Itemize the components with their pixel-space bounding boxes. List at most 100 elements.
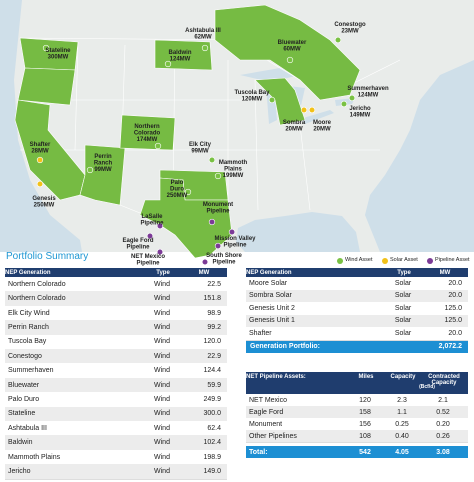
- legend-label: Wind Asset: [345, 257, 373, 263]
- table-cell: Wind: [154, 295, 170, 303]
- total-cell: 542: [359, 448, 371, 456]
- map-label: Pipeline: [212, 260, 236, 266]
- asset-marker: [268, 96, 276, 104]
- table-cell: 98.9: [207, 309, 221, 317]
- table-cell: 0.26: [436, 432, 450, 440]
- table-cell: 149.0: [203, 467, 221, 475]
- legend-label: Pipeline Asset: [435, 257, 470, 263]
- table-cell: 151.8: [203, 295, 221, 303]
- table-cell: 20.0: [448, 292, 462, 300]
- map-label: Duro: [170, 187, 184, 193]
- map-label: Palo: [171, 180, 184, 186]
- table-cell: Monument: [249, 420, 283, 428]
- total-cell: 4.05: [395, 448, 409, 456]
- table-cell: Bluewater: [8, 381, 40, 389]
- asset-marker: [86, 166, 94, 174]
- table-cell: Conestogo: [8, 352, 42, 360]
- table-cell: 249.9: [203, 395, 221, 403]
- asset-marker: [146, 232, 154, 240]
- asset-marker: [36, 156, 44, 164]
- section-title: Portfolio Summary: [6, 251, 89, 262]
- total-cell: 3.08: [436, 448, 450, 456]
- map-label: Pipeline: [206, 209, 230, 215]
- map-label: 250MW: [167, 193, 188, 199]
- map-label: Shafter: [30, 142, 51, 148]
- asset-marker: [214, 172, 222, 180]
- table-cell: Solar: [394, 329, 412, 337]
- map-label: Colorado: [134, 131, 161, 137]
- table-cell: 0.25: [395, 420, 409, 428]
- table-cell: Moore Solar: [249, 279, 288, 287]
- table-header: NET Pipeline Assets:: [246, 374, 306, 380]
- legend-label: Solar Asset: [390, 257, 418, 263]
- map-label: Stateline: [45, 48, 71, 54]
- table-cell: Sombra Solar: [249, 292, 292, 300]
- table-cell: Wind: [154, 467, 170, 475]
- table-header-bg: [5, 268, 227, 277]
- table-header: Contracted Capacity: [428, 374, 460, 386]
- map-label: Pipeline: [223, 243, 247, 249]
- table-cell: Stateline: [8, 410, 36, 418]
- legend-marker: [427, 258, 433, 264]
- table-cell: Shafter: [249, 329, 272, 337]
- table-cell: 20.0: [448, 279, 462, 287]
- table-cell: Perrin Ranch: [8, 323, 49, 331]
- table-row: [246, 327, 468, 341]
- map-label: Elk City: [189, 142, 212, 148]
- table-header-bg: [246, 372, 468, 394]
- table-cell: Wind: [154, 424, 170, 432]
- wind-regions: [14, 4, 361, 259]
- asset-marker: [156, 248, 164, 256]
- table-cell: 0.40: [395, 432, 409, 440]
- table-header: Miles: [358, 374, 374, 380]
- table-cell: Tuscola Bay: [8, 338, 47, 346]
- table-cell: Wind: [154, 323, 170, 331]
- table-cell: Northern Colorado: [8, 280, 66, 288]
- table-cell: Wind: [154, 338, 170, 346]
- map-label: Northern: [134, 124, 160, 130]
- table-cell: Northern Colorado: [8, 295, 66, 303]
- map-label: Tuscola Bay: [235, 90, 271, 96]
- table-cell: 99.2: [207, 323, 221, 331]
- table-header: NEP Generation: [246, 270, 292, 276]
- asset-marker: [184, 188, 192, 196]
- asset-marker: [348, 94, 356, 102]
- table-cell: 2.3: [397, 396, 407, 404]
- table-cell: Wind: [154, 352, 170, 360]
- table-cell: Ashtabula III: [8, 424, 47, 432]
- table-cell: 1.1: [397, 408, 407, 416]
- map-label: 99MW: [191, 149, 209, 155]
- map-label: 199MW: [223, 173, 244, 179]
- map-label: Mission Valley: [214, 236, 256, 242]
- table-cell: Elk City Wind: [8, 309, 50, 317]
- table-cell: 108: [359, 432, 371, 440]
- table-cell: Wind: [154, 395, 170, 403]
- table-cell: 124.4: [203, 367, 221, 375]
- table-cell: Mammoth Plains: [8, 453, 61, 461]
- legend-marker: [337, 258, 343, 264]
- table-cell: Jericho: [8, 467, 31, 475]
- table-header: MW: [439, 270, 451, 276]
- table-header: NEP Generation: [5, 270, 51, 276]
- table-cell: 300.0: [203, 410, 221, 418]
- asset-marker: [208, 156, 216, 164]
- asset-marker: [164, 60, 172, 68]
- table-cell: Solar: [394, 304, 412, 312]
- table-cell: Baldwin: [8, 439, 33, 447]
- map-label: LaSalle: [141, 214, 163, 220]
- table-cell: 0.20: [436, 420, 450, 428]
- map-label: 174MW: [137, 137, 158, 143]
- table-cell: Wind: [154, 367, 170, 375]
- map-label: Monument: [203, 202, 233, 208]
- table-cell: Summerhaven: [8, 367, 54, 375]
- map-label: Pipeline: [126, 245, 150, 251]
- asset-marker: [300, 106, 308, 114]
- table-header: Type: [397, 270, 411, 276]
- map-label: 250MW: [34, 203, 55, 209]
- table-cell: Palo Duro: [8, 395, 40, 403]
- map-label: 23MW: [341, 29, 359, 35]
- map-label: Genesis: [32, 196, 56, 202]
- map-label: Jericho: [349, 106, 371, 112]
